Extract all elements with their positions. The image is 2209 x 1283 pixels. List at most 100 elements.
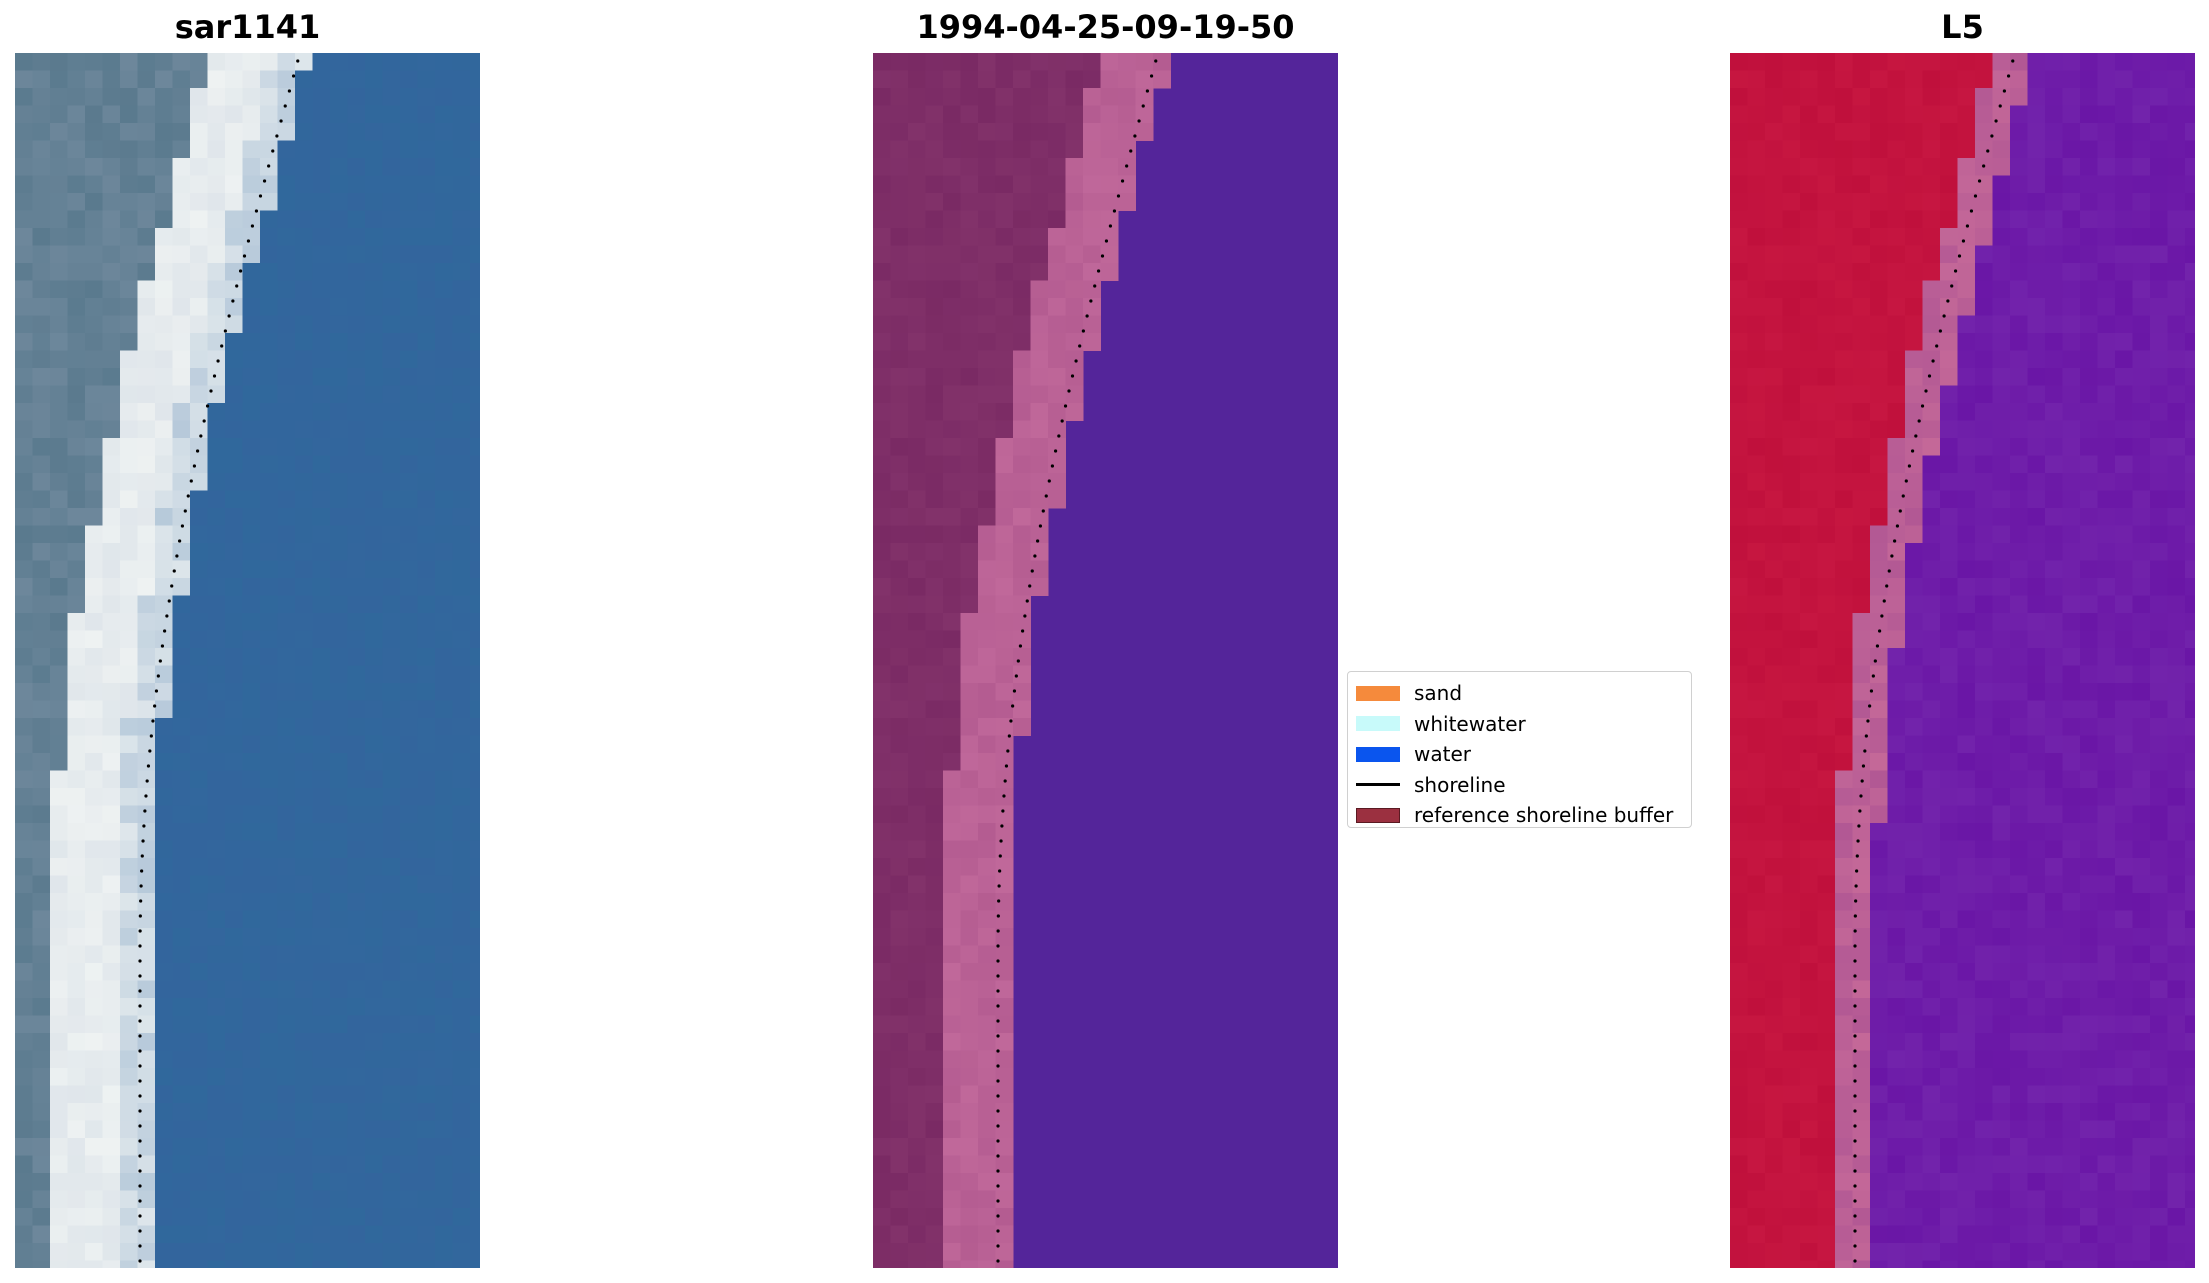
pixel-tile bbox=[2167, 525, 2186, 544]
pixel-tile bbox=[1730, 805, 1748, 824]
pixel-tile bbox=[1992, 438, 2011, 456]
pixel-tile bbox=[2045, 735, 2063, 754]
shoreline-point bbox=[138, 1064, 142, 1068]
pixel-tile bbox=[1922, 753, 1941, 771]
pixel-tile bbox=[452, 105, 471, 124]
pixel-tile bbox=[1975, 350, 1993, 369]
pixel-tile bbox=[400, 1190, 418, 1209]
pixel-tile bbox=[1992, 998, 2011, 1016]
pixel-tile bbox=[1940, 1015, 1958, 1034]
shoreline-point bbox=[1853, 1124, 1857, 1128]
pixel-tile bbox=[2045, 70, 2063, 89]
pixel-tile bbox=[190, 805, 208, 824]
pixel-tile bbox=[960, 630, 979, 649]
pixel-tile bbox=[382, 753, 401, 771]
pixel-tile bbox=[382, 560, 401, 579]
pixel-tile bbox=[225, 490, 243, 509]
pixel-tile bbox=[925, 1155, 944, 1174]
pixel-tile bbox=[1852, 595, 1871, 614]
pixel-tile bbox=[925, 788, 944, 806]
pixel-tile bbox=[2132, 70, 2151, 89]
pixel-tile bbox=[1870, 578, 1888, 596]
pixel-tile bbox=[260, 770, 278, 789]
pixel-tile bbox=[873, 1260, 891, 1268]
shoreline-point bbox=[1990, 134, 1994, 138]
pixel-tile bbox=[2132, 683, 2151, 701]
pixel-tile bbox=[2150, 193, 2168, 211]
pixel-tile bbox=[1887, 105, 1906, 124]
pixel-tile bbox=[452, 175, 471, 194]
pixel-tile bbox=[2010, 350, 2028, 369]
pixel-tile bbox=[120, 823, 138, 841]
pixel-tile bbox=[1957, 630, 1976, 649]
pixel-tile bbox=[120, 735, 138, 754]
pixel-tile bbox=[365, 700, 383, 719]
pixel-tile bbox=[960, 1155, 979, 1174]
pixel-tile bbox=[225, 245, 243, 264]
pixel-tile bbox=[2132, 665, 2151, 684]
pixel-tile bbox=[890, 123, 909, 141]
pixel-tile bbox=[190, 508, 208, 526]
pixel-tile bbox=[347, 858, 366, 876]
pixel-tile bbox=[417, 210, 436, 229]
pixel-tile bbox=[470, 403, 480, 421]
pixel-tile bbox=[925, 315, 944, 334]
shoreline-point bbox=[1853, 1259, 1857, 1263]
pixel-tile bbox=[452, 788, 471, 806]
pixel-tile bbox=[260, 298, 278, 316]
pixel-tile bbox=[1835, 385, 1853, 404]
pixel-tile bbox=[2132, 945, 2151, 964]
pixel-tile bbox=[2027, 735, 2046, 754]
pixel-tile bbox=[1730, 788, 1748, 806]
pixel-tile bbox=[2167, 490, 2186, 509]
pixel-tile bbox=[1905, 1208, 1923, 1226]
pixel-tile bbox=[908, 875, 926, 894]
pixel-tile bbox=[102, 350, 121, 369]
pixel-tile bbox=[277, 350, 296, 369]
pixel-tile bbox=[435, 105, 453, 124]
pixel-tile bbox=[137, 1243, 156, 1261]
pixel-tile bbox=[417, 788, 436, 806]
pixel-tile bbox=[1730, 823, 1748, 841]
pixel-tile bbox=[1013, 210, 1031, 229]
pixel-tile bbox=[2080, 735, 2098, 754]
pixel-tile bbox=[382, 770, 401, 789]
pixel-tile bbox=[277, 140, 296, 159]
pixel-tile bbox=[242, 105, 261, 124]
pixel-tile bbox=[470, 928, 480, 946]
pixel-tile bbox=[1800, 1085, 1818, 1104]
shoreline-point bbox=[1141, 104, 1145, 108]
pixel-tile bbox=[347, 1225, 366, 1244]
pixel-tile bbox=[2185, 788, 2195, 806]
pixel-tile bbox=[1013, 368, 1031, 386]
pixel-tile bbox=[67, 175, 86, 194]
pixel-tile bbox=[452, 910, 471, 929]
pixel-tile bbox=[155, 473, 173, 491]
pixel-tile bbox=[2097, 53, 2116, 71]
pixel-tile bbox=[330, 438, 348, 456]
pixel-tile bbox=[102, 263, 121, 281]
shoreline-point bbox=[1965, 224, 1970, 228]
pixel-tile bbox=[978, 718, 996, 736]
pixel-tile bbox=[207, 1225, 226, 1244]
pixel-tile bbox=[978, 543, 996, 561]
shoreline-point bbox=[1854, 884, 1858, 888]
pixel-tile bbox=[225, 158, 243, 176]
pixel-tile bbox=[2080, 105, 2098, 124]
pixel-tile bbox=[2097, 735, 2116, 754]
pixel-tile bbox=[978, 875, 996, 894]
pixel-tile bbox=[890, 70, 909, 89]
pixel-tile bbox=[2185, 595, 2195, 614]
pixel-tile bbox=[1782, 473, 1801, 491]
pixel-tile bbox=[925, 595, 944, 614]
pixel-tile bbox=[85, 53, 103, 71]
pixel-tile bbox=[1835, 1173, 1853, 1191]
pixel-tile bbox=[207, 368, 226, 386]
pixel-tile bbox=[943, 1155, 961, 1174]
pixel-tile bbox=[995, 1260, 1014, 1268]
pixel-tile bbox=[2115, 893, 2133, 911]
pixel-tile bbox=[382, 1103, 401, 1121]
pixel-tile bbox=[908, 1015, 926, 1034]
pixel-tile bbox=[1800, 1155, 1818, 1174]
pixel-tile bbox=[1887, 1260, 1906, 1268]
